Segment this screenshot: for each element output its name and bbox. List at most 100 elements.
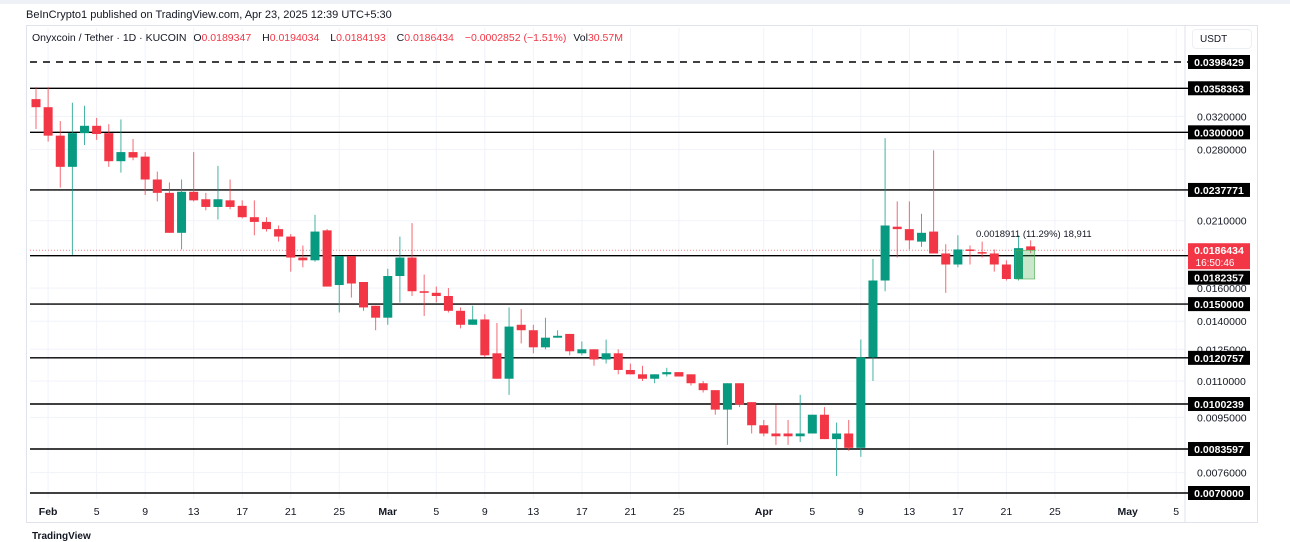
symbol-name[interactable]: Onyxcoin / Tether · 1D · KUCOIN	[32, 32, 187, 44]
x-tick-label: 5	[433, 506, 439, 518]
x-tick-label: May	[1117, 506, 1138, 518]
open-value: 0.0189347	[201, 32, 252, 44]
symbol-legend: Onyxcoin / Tether · 1D · KUCOIN O0.01893…	[32, 32, 631, 44]
x-tick-label: 9	[482, 506, 488, 518]
candle-bullish	[553, 335, 563, 338]
candle-bearish	[783, 433, 793, 437]
author-line: BeInCrypto1 published on TradingView.com…	[26, 9, 392, 21]
candle-bearish	[419, 291, 429, 293]
bar-countdown-label: 16:50:46	[1196, 258, 1235, 269]
candle-bearish	[55, 135, 65, 167]
candle-bearish	[747, 402, 757, 426]
candle-bearish	[613, 353, 623, 370]
candle-bearish	[225, 200, 235, 207]
high-label: H	[262, 32, 270, 44]
candle-bearish	[443, 295, 453, 311]
candle-bearish	[929, 231, 939, 254]
candles	[31, 87, 1036, 476]
candle-bearish	[152, 179, 162, 193]
candle-bearish	[904, 229, 914, 241]
candle-bearish	[965, 249, 975, 251]
x-tick-label: 17	[236, 506, 248, 518]
candle-bullish	[856, 357, 866, 448]
candle-bearish	[892, 226, 902, 230]
low-label: L	[330, 32, 337, 44]
candle-bearish	[492, 353, 502, 379]
x-tick-label: 9	[142, 506, 148, 518]
low-value: 0.0184193	[336, 32, 386, 44]
volume-value: 30.57M	[587, 32, 623, 44]
level-price-badge	[1188, 442, 1250, 457]
x-tick-label: 13	[188, 506, 200, 518]
candle-bearish	[844, 433, 854, 448]
x-tick-label: 21	[285, 506, 297, 518]
level-price-label: 0.0083597	[1194, 444, 1244, 456]
grid	[30, 26, 1186, 522]
x-tick-label: Apr	[755, 506, 773, 518]
candle-bullish	[601, 353, 611, 360]
candle-bullish	[383, 276, 393, 318]
y-tick-label: 0.0210000	[1197, 216, 1247, 228]
candle-bearish	[286, 236, 296, 258]
x-tick-label: 5	[809, 506, 815, 518]
candle-bearish	[589, 349, 599, 360]
candle-bearish	[164, 192, 174, 233]
candle-bearish	[528, 330, 538, 348]
candle-bearish	[322, 230, 332, 287]
level-price-label: 0.0358363	[1194, 83, 1244, 95]
candle-bullish	[807, 414, 817, 434]
candle-bullish	[468, 319, 478, 325]
x-tick-label: 25	[333, 506, 345, 518]
x-tick-label: Mar	[378, 506, 397, 518]
x-tick-label: 17	[952, 506, 964, 518]
volume-label: Vol	[573, 32, 588, 44]
candle-bearish	[480, 319, 490, 356]
candle-bearish	[977, 252, 987, 254]
candle-bearish	[359, 281, 369, 308]
measure-box	[1015, 249, 1035, 280]
candle-bearish	[43, 107, 53, 136]
x-tick-label: Feb	[39, 506, 58, 518]
level-price-label: 0.0182357	[1194, 273, 1244, 285]
candle-bearish	[274, 229, 284, 237]
close-value: 0.0186434	[404, 32, 454, 44]
candle-bullish	[795, 433, 805, 437]
candle-bullish	[916, 232, 926, 242]
x-tick-label: 5	[1173, 506, 1179, 518]
candle-bullish	[116, 152, 126, 162]
close-label: C	[396, 32, 405, 44]
candle-bearish	[298, 257, 308, 261]
candle-bearish	[516, 324, 526, 331]
candle-bullish	[650, 374, 660, 379]
chart-frame	[26, 25, 1258, 523]
candle-bearish	[104, 133, 114, 162]
y-tick-label: 0.0280000	[1197, 144, 1247, 156]
open-label: O	[193, 32, 202, 44]
level-price-badge	[1188, 55, 1250, 69]
candle-bullish	[334, 256, 344, 286]
y-tick-label: 0.0320000	[1197, 111, 1247, 123]
candle-bearish	[1001, 264, 1011, 279]
level-price-badge	[1188, 297, 1250, 312]
level-price-badge	[1188, 397, 1250, 412]
candle-bullish	[177, 191, 187, 233]
candle-bearish	[771, 433, 781, 437]
candle-bearish	[128, 152, 138, 158]
candle-bearish	[346, 256, 356, 284]
tradingview-logo: TradingView	[32, 531, 91, 542]
candle-bearish	[237, 205, 247, 218]
candle-bullish	[540, 337, 550, 348]
candle-bullish	[67, 133, 77, 167]
currency-button[interactable]: USDT	[1192, 29, 1252, 49]
candle-bearish	[92, 125, 102, 134]
candle-bearish	[31, 99, 41, 108]
x-tick-label: 13	[904, 506, 916, 518]
x-tick-label: 9	[858, 506, 864, 518]
candle-bearish	[989, 253, 999, 265]
candle-bearish	[710, 390, 720, 410]
measure-label: 0.0018911 (11.29%) 18,911	[976, 229, 1092, 240]
candle-bullish	[310, 231, 320, 261]
candle-bearish	[249, 217, 259, 222]
candle-bullish	[577, 349, 587, 354]
